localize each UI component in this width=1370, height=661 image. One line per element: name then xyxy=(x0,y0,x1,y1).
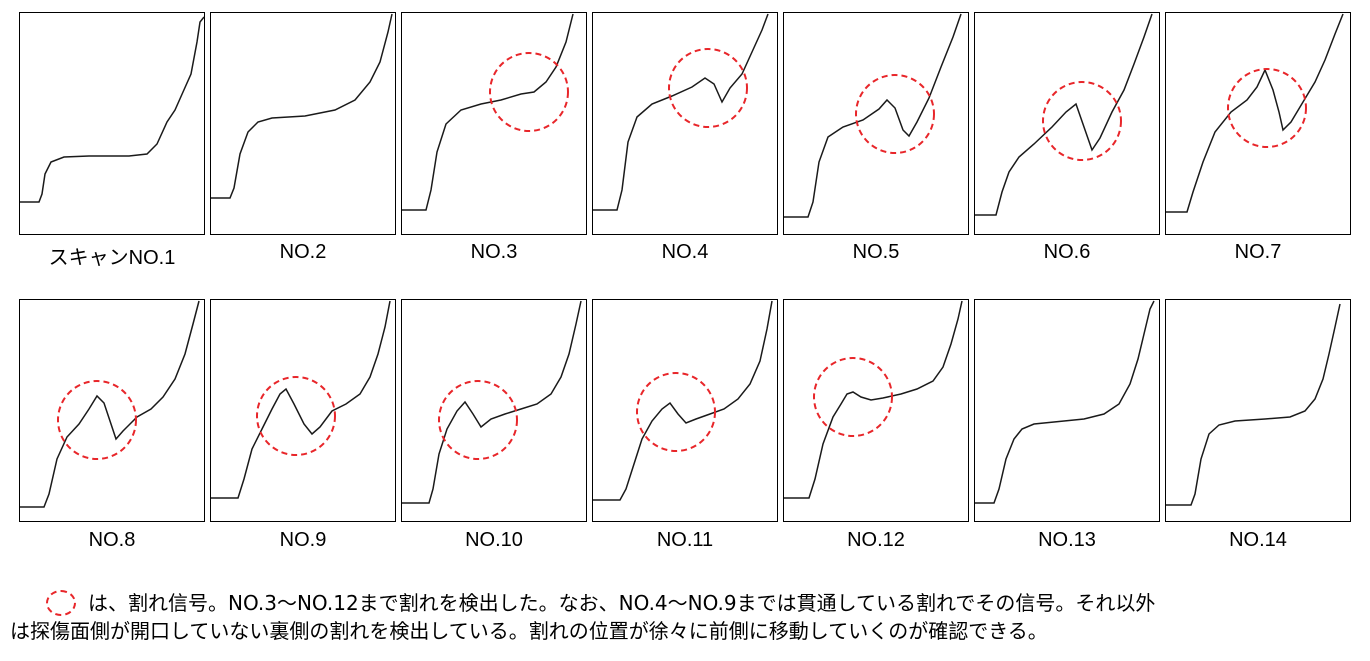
panel-frame xyxy=(592,12,778,235)
crack-marker xyxy=(668,48,748,128)
panel-10 xyxy=(401,299,587,522)
panel-label-14: NO.14 xyxy=(1229,529,1287,551)
note-text-1: は、割れ信号。NO.3～NO.12まで割れを検出した。なお、NO.4～NO.9ま… xyxy=(88,591,1156,615)
panel-label-1: スキャンNO.1 xyxy=(48,247,176,269)
note-text-2: は探傷面側が開口していない裏側の割れを検出している。割れの位置が徐々に前側に移動… xyxy=(10,619,1048,643)
signal-trace-12 xyxy=(783,299,969,522)
signal-curve xyxy=(784,300,963,499)
panel-6 xyxy=(974,12,1160,235)
signal-trace-9 xyxy=(210,299,396,522)
crack-marker xyxy=(636,372,716,452)
panel-label-9: NO.9 xyxy=(279,529,327,551)
signal-curve xyxy=(593,300,773,501)
panel-frame xyxy=(19,299,205,522)
panel-label-4: NO.4 xyxy=(661,241,709,263)
signal-trace-6 xyxy=(974,12,1160,235)
signal-curve xyxy=(20,16,205,203)
panel-frame xyxy=(592,299,778,522)
panel-label-11: NO.11 xyxy=(656,529,714,551)
panel-4 xyxy=(592,12,778,235)
dashed-circle-legend-icon xyxy=(46,589,76,616)
signal-trace-3 xyxy=(401,12,587,235)
panel-frame xyxy=(1165,12,1351,235)
signal-trace-14 xyxy=(1165,299,1351,522)
panel-7 xyxy=(1165,12,1351,235)
panel-frame xyxy=(401,12,587,235)
signal-trace-5 xyxy=(783,12,969,235)
signal-curve xyxy=(402,300,582,504)
panel-label-12: NO.12 xyxy=(847,529,905,551)
signal-curve xyxy=(402,13,574,211)
signal-curve xyxy=(1166,303,1341,506)
panel-frame xyxy=(210,12,396,235)
crack-marker xyxy=(57,380,137,460)
panel-label-13: NO.13 xyxy=(1038,529,1096,551)
panel-8 xyxy=(19,299,205,522)
panel-frame xyxy=(210,299,396,522)
panel-2 xyxy=(210,12,396,235)
panel-label-7: NO.7 xyxy=(1234,241,1282,263)
crack-marker xyxy=(855,74,935,154)
panel-frame xyxy=(974,299,1160,522)
panel-label-6: NO.6 xyxy=(1043,241,1091,263)
signal-curve xyxy=(20,300,200,508)
panel-1 xyxy=(19,12,205,235)
signal-trace-8 xyxy=(19,299,205,522)
crack-marker xyxy=(438,380,518,460)
panel-5 xyxy=(783,12,969,235)
panel-frame xyxy=(783,12,969,235)
signal-trace-13 xyxy=(974,299,1160,522)
signal-trace-10 xyxy=(401,299,587,522)
panel-frame xyxy=(19,12,205,235)
crack-marker xyxy=(489,52,569,132)
signal-curve xyxy=(211,13,393,199)
panel-frame xyxy=(1165,299,1351,522)
crack-marker xyxy=(256,376,336,456)
signal-curve xyxy=(211,300,391,499)
panel-label-8: NO.8 xyxy=(88,529,136,551)
signal-curve xyxy=(593,13,769,211)
signal-trace-2 xyxy=(210,12,396,235)
panel-9 xyxy=(210,299,396,522)
panel-frame xyxy=(401,299,587,522)
panel-3 xyxy=(401,12,587,235)
signal-curve xyxy=(1166,13,1344,213)
panel-14 xyxy=(1165,299,1351,522)
explanation-note: は、割れ信号。NO.3～NO.12まで割れを検出した。なお、NO.4～NO.9ま… xyxy=(10,589,1365,645)
note-line-1: は、割れ信号。NO.3～NO.12まで割れを検出した。なお、NO.4～NO.9ま… xyxy=(10,589,1365,617)
panel-label-10: NO.10 xyxy=(465,529,523,551)
crack-marker xyxy=(1227,68,1307,148)
panel-label-5: NO.5 xyxy=(852,241,900,263)
panel-label-2: NO.2 xyxy=(279,241,327,263)
signal-trace-11 xyxy=(592,299,778,522)
signal-trace-7 xyxy=(1165,12,1351,235)
crack-marker xyxy=(813,357,893,437)
signal-curve xyxy=(975,300,1155,504)
panel-12 xyxy=(783,299,969,522)
signal-trace-1 xyxy=(19,12,205,235)
signal-curve xyxy=(975,13,1153,216)
panel-13 xyxy=(974,299,1160,522)
signal-curve xyxy=(784,13,962,218)
crack-marker xyxy=(1042,81,1122,161)
panel-label-3: NO.3 xyxy=(470,241,518,263)
panel-frame xyxy=(783,299,969,522)
panel-frame xyxy=(974,12,1160,235)
signal-trace-4 xyxy=(592,12,778,235)
panel-11 xyxy=(592,299,778,522)
